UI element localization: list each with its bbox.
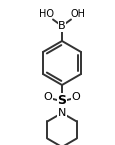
Text: B: B bbox=[58, 21, 65, 31]
Text: N: N bbox=[57, 108, 66, 118]
Text: O: O bbox=[71, 92, 80, 102]
Text: S: S bbox=[57, 94, 66, 106]
Text: OH: OH bbox=[70, 9, 85, 19]
Text: HO: HO bbox=[39, 9, 54, 19]
Text: O: O bbox=[43, 92, 52, 102]
